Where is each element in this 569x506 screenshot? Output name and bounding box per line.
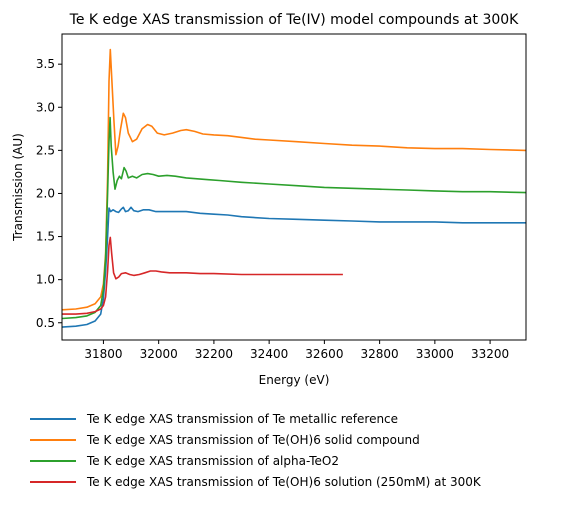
y-tick-label: 2.0 bbox=[36, 186, 55, 200]
x-tick-label: 33000 bbox=[416, 347, 454, 361]
chart-title: Te K edge XAS transmission of Te(IV) mod… bbox=[69, 12, 520, 28]
plot-area bbox=[61, 33, 527, 341]
x-tick-label: 32400 bbox=[250, 347, 288, 361]
y-tick-label: 3.5 bbox=[36, 57, 55, 71]
series-line-1 bbox=[62, 206, 526, 328]
series-line-2 bbox=[62, 48, 526, 311]
x-tick-label: 31800 bbox=[84, 347, 122, 361]
y-axis: 0.5 1.0 1.5 2.0 2.5 3.0 3.5 bbox=[36, 57, 62, 330]
x-tick-label: 33200 bbox=[471, 347, 509, 361]
x-axis-label: Energy (eV) bbox=[259, 373, 330, 387]
y-tick-label: 3.0 bbox=[36, 100, 55, 114]
x-tick-label: 32200 bbox=[195, 347, 233, 361]
x-axis: 31800 32000 32200 32400 32600 32800 33000 33200 bbox=[84, 340, 509, 361]
legend-entry: Te K edge XAS transmission of Te metalli… bbox=[86, 412, 398, 426]
series-line-3 bbox=[62, 116, 526, 320]
y-axis-label: Transmission (AU) bbox=[11, 133, 25, 242]
legend-entry: Te K edge XAS transmission of alpha-TeO2 bbox=[86, 454, 339, 468]
y-tick-label: 2.5 bbox=[36, 143, 55, 157]
x-tick-label: 32800 bbox=[361, 347, 399, 361]
plot-frame bbox=[61, 33, 527, 341]
y-tick-label: 1.5 bbox=[36, 230, 55, 244]
x-tick-label: 32600 bbox=[305, 347, 343, 361]
legend: Te K edge XAS transmission of Te metalli… bbox=[30, 412, 482, 489]
y-tick-label: 1.0 bbox=[36, 273, 55, 287]
y-tick-label: 0.5 bbox=[36, 316, 55, 330]
series-line-4 bbox=[62, 236, 343, 315]
legend-entry: Te K edge XAS transmission of Te(OH)6 so… bbox=[86, 475, 482, 489]
x-tick-label: 32000 bbox=[140, 347, 178, 361]
legend-entry: Te K edge XAS transmission of Te(OH)6 so… bbox=[86, 433, 420, 447]
